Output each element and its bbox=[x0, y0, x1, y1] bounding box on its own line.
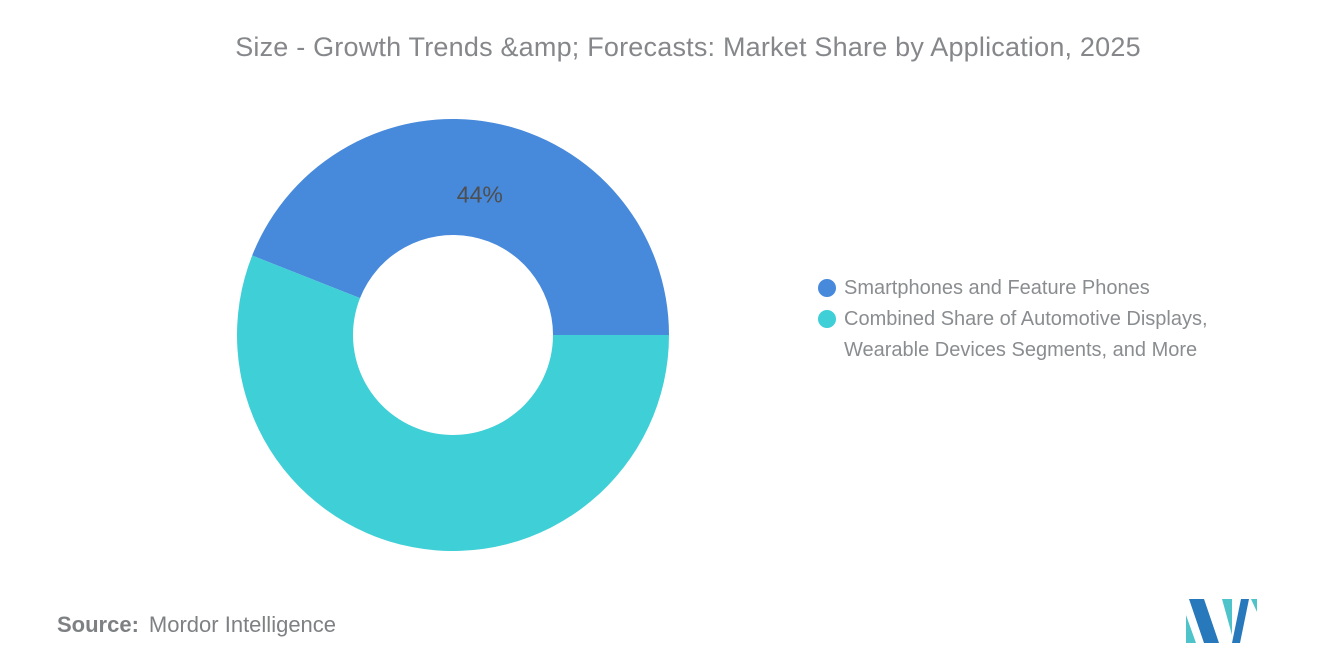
donut-chart: 44% bbox=[237, 119, 669, 551]
source-label: Source: bbox=[57, 612, 139, 637]
legend-marker-icon bbox=[818, 310, 836, 328]
logo-left-diagonal bbox=[1189, 599, 1219, 643]
mordor-intelligence-logo bbox=[1186, 599, 1257, 643]
logo-right-top-triangle bbox=[1251, 599, 1257, 612]
source-value: Mordor Intelligence bbox=[148, 612, 337, 637]
donut-slice bbox=[252, 119, 669, 335]
legend-item: Combined Share of Automotive Displays, We… bbox=[818, 304, 1208, 366]
legend-label: Combined Share of Automotive Displays, We… bbox=[844, 308, 1208, 361]
logo-right-diagonal bbox=[1232, 599, 1249, 643]
legend-item: Smartphones and Feature Phones bbox=[818, 273, 1208, 304]
chart-title: Size - Growth Trends &amp; Forecasts: Ma… bbox=[235, 32, 1141, 62]
legend-marker-icon bbox=[818, 279, 836, 297]
slice-data-label: 44% bbox=[457, 181, 503, 207]
source-line: Source: Mordor Intelligence bbox=[57, 612, 336, 638]
logo-middle-triangle bbox=[1222, 599, 1232, 635]
legend: Smartphones and Feature Phones Combined S… bbox=[818, 273, 1208, 366]
donut-slice bbox=[237, 255, 669, 551]
legend-label: Smartphones and Feature Phones bbox=[844, 277, 1150, 299]
logo-left-bottom-triangle bbox=[1186, 615, 1196, 643]
